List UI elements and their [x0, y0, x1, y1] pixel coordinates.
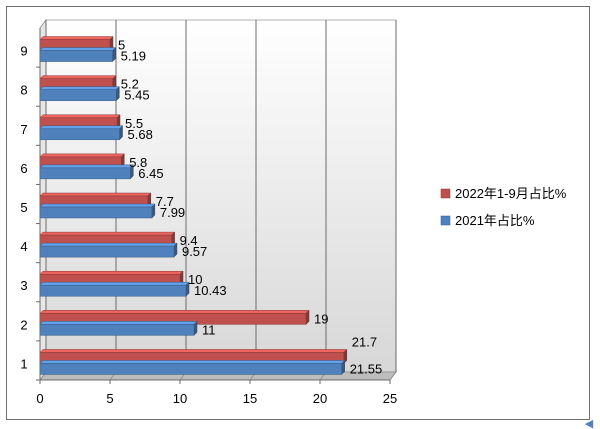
y-tick-label: 2 [20, 317, 27, 332]
data-label: 7.7 [156, 194, 174, 209]
x-tick-label: 25 [383, 391, 397, 406]
data-label: 21.55 [350, 361, 383, 376]
legend-label: 2021年占比% [455, 213, 535, 228]
legend-label: 2022年1-9月占比% [455, 186, 567, 201]
data-label: 7.99 [160, 205, 185, 220]
data-label: 9.4 [180, 233, 198, 248]
y-tick-label: 1 [20, 356, 27, 371]
bar-top-face [39, 321, 198, 325]
data-label: 5.68 [128, 127, 153, 142]
x-tick-label: 20 [313, 391, 327, 406]
bar-top-face [39, 36, 114, 40]
data-label: 5.8 [129, 155, 147, 170]
y-tick-label: 6 [20, 161, 27, 176]
bar-top-face [39, 86, 120, 90]
bar-top-face [39, 125, 124, 130]
data-label: 10.43 [194, 283, 227, 298]
bar-top-face [39, 360, 346, 364]
data-label: 9.57 [182, 244, 207, 259]
y-tick-label: 8 [20, 83, 27, 98]
x-tick-label: 15 [243, 391, 257, 406]
data-label: 10 [188, 272, 202, 287]
bar-top-face [39, 349, 348, 353]
bar-top-face [39, 203, 156, 208]
x-tick-label: 5 [106, 391, 113, 406]
bar-top-face [39, 164, 134, 169]
bar-top-face [39, 47, 117, 51]
data-label: 5.45 [124, 88, 149, 103]
bar [39, 89, 117, 101]
bar [39, 245, 175, 258]
bar [39, 167, 131, 180]
y-tick-label: 5 [20, 200, 27, 215]
bar-top-face [39, 114, 121, 119]
axes: 0 5 10 15 20 25 1 2 3 4 5 6 7 8 9 [20, 28, 397, 406]
x-tick-label: 10 [173, 391, 187, 406]
data-label: 21.7 [352, 334, 377, 349]
floor-gridline [389, 371, 397, 381]
bar [39, 128, 120, 141]
data-label: 11 [202, 322, 216, 337]
legend-swatch [440, 188, 451, 199]
bar [39, 284, 187, 297]
data-label: 5.19 [121, 49, 146, 64]
y-tick-label: 7 [20, 122, 27, 137]
bar-top-face [39, 310, 310, 314]
data-label: 5.2 [121, 77, 139, 92]
y-tick-label: 4 [20, 239, 27, 254]
legend-swatch [440, 215, 451, 226]
bar-top-face [39, 270, 184, 275]
bar-top-face [39, 75, 117, 79]
x-tick-label: 0 [36, 391, 43, 406]
bar-top-face [39, 192, 152, 197]
y-tick-label: 3 [20, 278, 27, 293]
bar-top-face [39, 231, 176, 236]
y-tick-label: 9 [20, 44, 27, 59]
bar-top-face [39, 281, 190, 286]
bar-top-face [39, 242, 178, 247]
bar [39, 324, 195, 336]
data-label: 6.45 [138, 166, 163, 181]
data-label: 5.5 [125, 116, 143, 131]
bar [39, 363, 342, 375]
corner-arrow-icon: ◀ [585, 418, 594, 429]
bar [39, 50, 113, 62]
legend: 2022年1-9月占比% 2021年占比% [440, 186, 567, 228]
bar-top-face [39, 153, 125, 158]
bar [39, 206, 153, 219]
bars [39, 35, 348, 376]
data-label: 5 [118, 38, 125, 53]
data-label: 19 [314, 311, 328, 326]
